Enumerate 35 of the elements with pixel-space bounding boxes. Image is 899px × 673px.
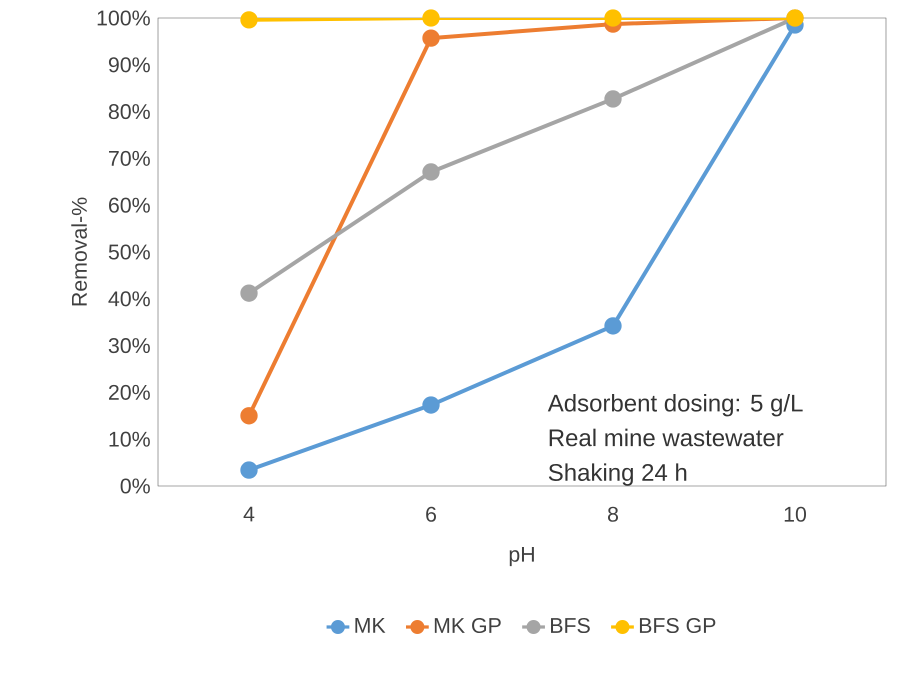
x-tick-label: 8 — [608, 506, 618, 522]
y-tick-label: 40% — [108, 291, 150, 306]
x-tick-label: 6 — [426, 506, 436, 522]
point — [422, 9, 440, 27]
y-tick-label: 90% — [108, 57, 150, 72]
point — [604, 9, 622, 27]
y-tick-label: 20% — [109, 384, 150, 400]
point — [422, 29, 440, 47]
y-axis-title: Removal-% — [71, 198, 87, 306]
x-tick-label: 10 — [784, 506, 806, 522]
point — [240, 461, 258, 479]
x-tick-label: 4 — [244, 506, 254, 522]
annotation: Adsorbent dosing: 5 g/L — [548, 394, 803, 416]
x-axis-title: pH — [510, 546, 534, 566]
point — [240, 11, 258, 29]
point — [240, 407, 258, 424]
legend-label: BFS GP — [640, 618, 716, 634]
y-tick-label: 30% — [108, 338, 150, 354]
y-tick-label: 60% — [109, 198, 150, 213]
annotation: Shaking 24 h — [548, 463, 686, 486]
legend-label: MK — [355, 618, 386, 633]
y-tick-label: 100% — [98, 10, 150, 26]
point — [422, 396, 440, 414]
point — [422, 163, 440, 181]
point — [240, 284, 258, 302]
point — [604, 317, 622, 335]
y-tick-label: 80% — [108, 104, 150, 120]
point — [604, 90, 622, 108]
annotation: Real mine wastewater — [550, 428, 784, 446]
legend-label: BFS — [551, 618, 590, 634]
y-tick-label: 0% — [120, 478, 150, 494]
y-tick-label: 70% — [109, 150, 150, 166]
y-tick-label: 50% — [108, 244, 150, 260]
legend-label: MK GP — [434, 618, 501, 634]
y-tick-label: 10% — [110, 432, 150, 447]
